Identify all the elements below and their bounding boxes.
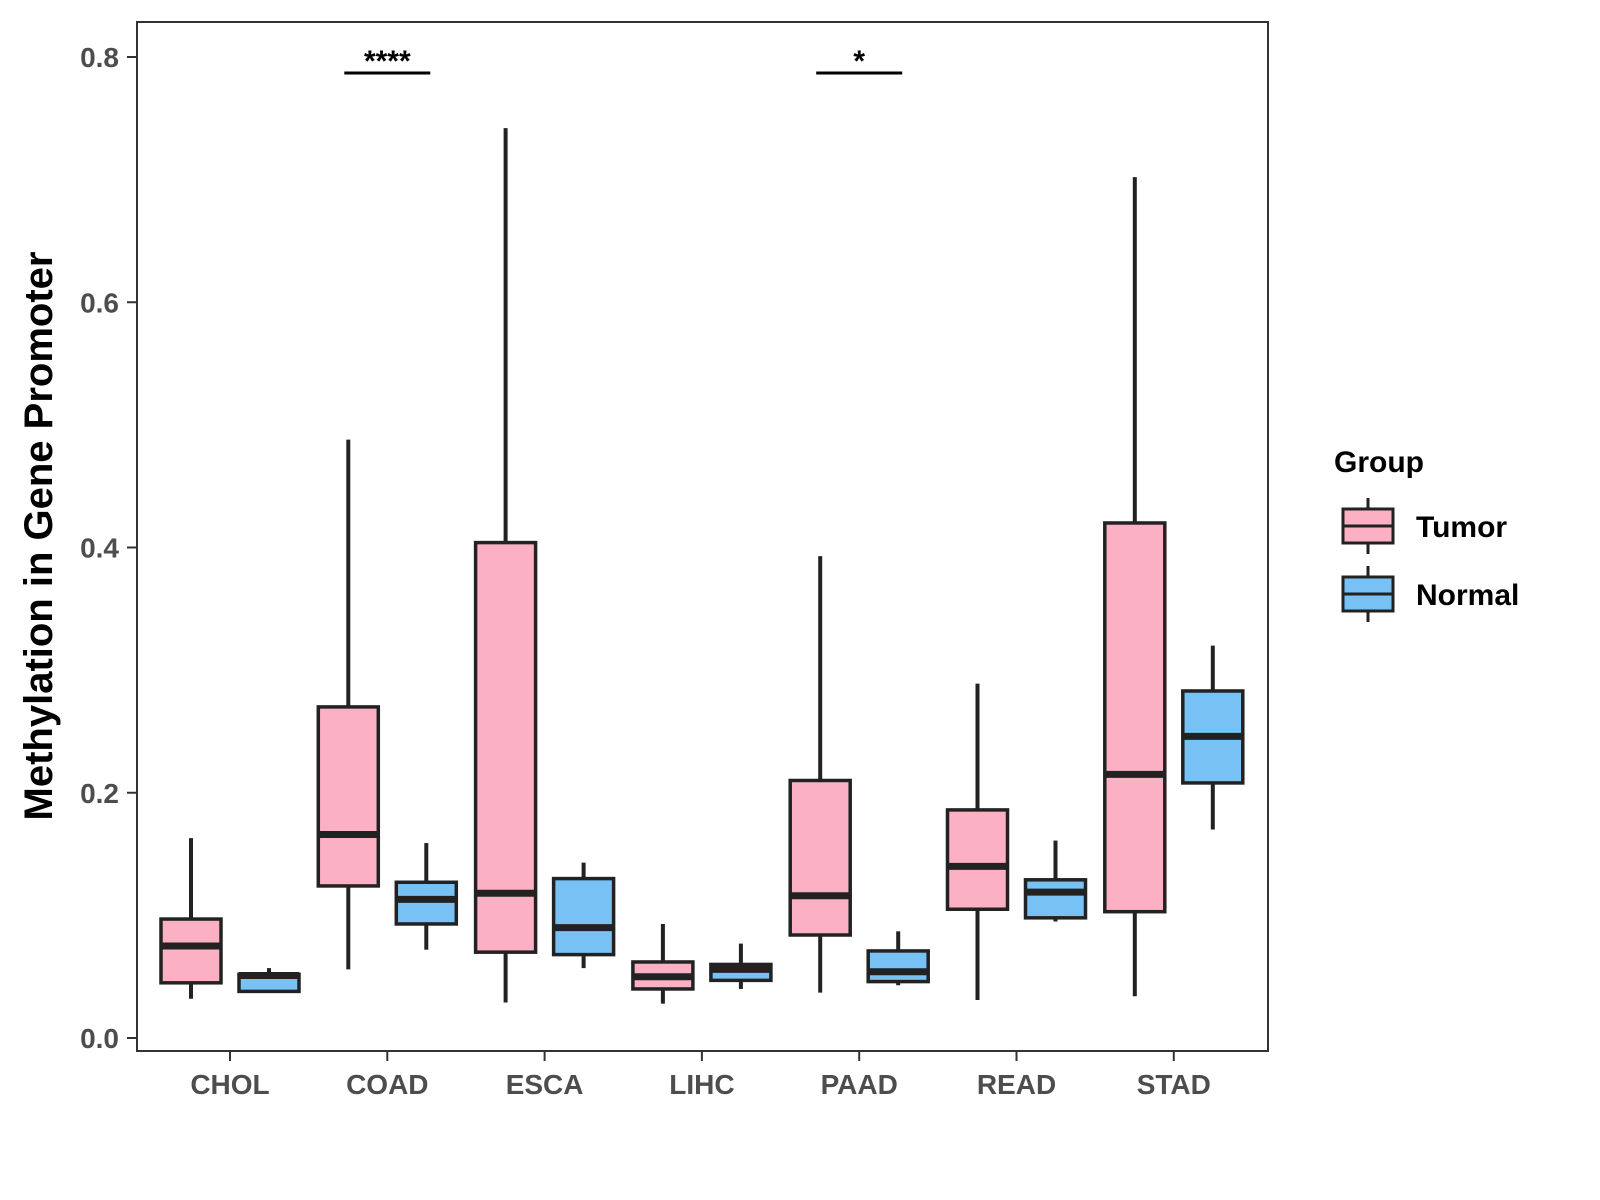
box-normal-lihc [709, 943, 773, 989]
significance-label: * [853, 45, 865, 78]
y-tick-label: 0.6 [80, 287, 119, 318]
box-iqr [866, 949, 930, 984]
box-tumor-stad [1103, 177, 1167, 997]
x-tick-label: LIHC [669, 1069, 734, 1100]
y-axis-title: Methylation in Gene Promoter [17, 252, 61, 821]
legend: Group Tumor Normal [1334, 446, 1519, 622]
box-normal-read [1023, 840, 1088, 922]
box-iqr [159, 917, 223, 985]
legend-label: Normal [1416, 579, 1519, 612]
y-tick-label: 0.4 [80, 533, 119, 564]
y-axis: 0.0 0.2 0.4 0.6 0.8 [80, 42, 137, 1054]
box-iqr [945, 808, 1010, 911]
box-layer [159, 128, 1245, 1004]
x-tick-label: CHOL [190, 1069, 269, 1100]
box-normal-stad [1181, 645, 1245, 830]
box-tumor-esca [473, 128, 538, 1003]
box-iqr [473, 540, 538, 954]
significance-label: **** [364, 45, 411, 78]
box-iqr [316, 705, 381, 888]
box-tumor-paad [788, 556, 852, 993]
box-normal-coad [394, 843, 459, 950]
x-tick-label: STAD [1137, 1069, 1211, 1100]
y-tick-label: 0.8 [80, 42, 119, 73]
x-tick-label: ESCA [506, 1069, 584, 1100]
plot-panel [136, 21, 1269, 1052]
box-tumor-read [945, 683, 1010, 1000]
legend-item-tumor: Tumor [1341, 498, 1507, 554]
box-normal-chol [237, 968, 301, 994]
x-tick-label: READ [977, 1069, 1056, 1100]
y-tick-label: 0.2 [80, 778, 119, 809]
box-tumor-lihc [631, 923, 695, 1004]
legend-title: Group [1334, 446, 1424, 479]
box-iqr [1023, 878, 1088, 920]
box-tumor-coad [316, 439, 381, 970]
legend-label: Tumor [1416, 511, 1507, 544]
y-tick-label: 0.0 [80, 1023, 119, 1054]
x-tick-label: PAAD [821, 1069, 898, 1100]
x-tick-label: COAD [346, 1069, 428, 1100]
box-normal-esca [551, 862, 616, 969]
box-iqr [394, 880, 459, 926]
x-axis: CHOL COAD ESCA LIHC PAAD READ STAD [190, 1051, 1211, 1100]
significance-layer: **** * [344, 45, 903, 78]
box-iqr [1103, 521, 1167, 914]
box-normal-paad [866, 931, 930, 986]
box-iqr [551, 876, 616, 957]
legend-item-normal: Normal [1341, 566, 1519, 622]
box-tumor-chol [159, 838, 223, 999]
box-iqr [788, 778, 852, 937]
